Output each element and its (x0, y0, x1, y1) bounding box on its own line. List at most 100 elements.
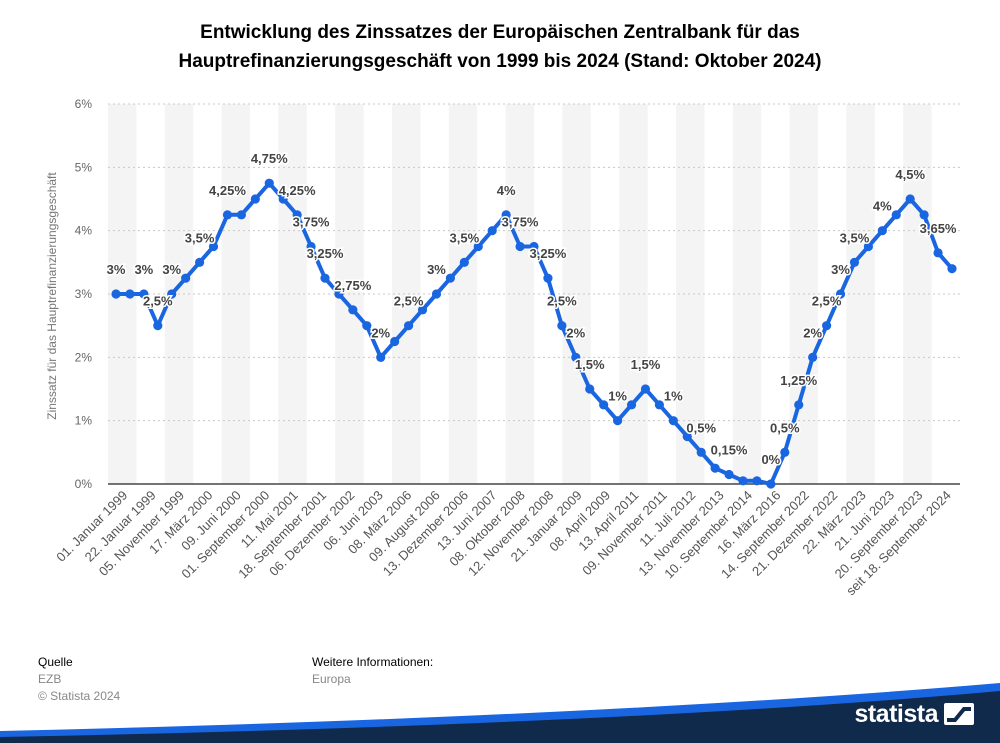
statista-logo[interactable]: statista (854, 699, 974, 728)
data-label: 3% (162, 262, 181, 277)
y-tick-label: 3% (75, 287, 93, 301)
data-label: 1,5% (575, 357, 605, 372)
data-point (236, 210, 246, 220)
data-point (222, 210, 233, 220)
data-point (780, 447, 790, 457)
data-point (417, 305, 428, 315)
data-point (654, 400, 665, 410)
data-point (306, 241, 316, 252)
data-point (459, 257, 469, 267)
y-axis-label: Zinssatz für das Hauptrefinanzierungsges… (45, 172, 59, 420)
data-label: 3,75% (502, 215, 539, 230)
data-label: 2,5% (394, 294, 424, 309)
grid-lines (108, 103, 960, 485)
chart-title-line-2: Hauptrefinanzierungsgeschäft von 1999 bi… (178, 51, 822, 72)
data-point (264, 178, 274, 188)
data-point (947, 264, 957, 274)
source-block: Quelle EZB © Statista 2024 (38, 654, 120, 705)
info-block: Weitere Informationen: Europa (312, 654, 433, 688)
data-point (696, 447, 706, 457)
data-point (181, 273, 191, 283)
data-label: 1% (664, 389, 683, 404)
data-point (877, 226, 887, 236)
data-point (501, 210, 511, 220)
data-point (794, 400, 804, 410)
data-point (376, 352, 386, 362)
data-point (835, 289, 846, 299)
data-point (599, 400, 609, 410)
data-label: 2% (371, 325, 390, 340)
data-label: 3,75% (293, 215, 330, 230)
data-label: 3% (427, 262, 446, 277)
data-point (111, 289, 121, 299)
data-point (724, 469, 734, 480)
data-label: 4,75% (251, 151, 288, 166)
y-tick-label: 4% (75, 224, 93, 238)
data-label: 3,25% (307, 246, 344, 261)
data-point (682, 431, 692, 442)
data-point (529, 241, 539, 252)
data-point (752, 476, 762, 486)
data-label: 2,5% (812, 294, 842, 309)
data-label: 1,5% (631, 357, 661, 372)
data-point (195, 257, 205, 267)
data-label: 2% (803, 325, 822, 340)
data-point (905, 194, 915, 204)
series-interest-rate (111, 178, 957, 489)
data-point (208, 241, 219, 252)
data-point (167, 289, 177, 299)
data-point (710, 463, 720, 473)
info-value[interactable]: Europa (312, 672, 351, 686)
statista-logo-icon (944, 703, 974, 725)
data-label: 4,25% (209, 183, 246, 198)
data-point (822, 321, 832, 331)
data-point (849, 257, 860, 267)
data-label: 3,65% (920, 221, 957, 236)
y-tick-label: 0% (75, 477, 93, 491)
data-labels: 3% 3% 2,5% 3% 3,5% 4,25% 4,75% 4,25% 3,75% 3,25% 2… (105, 150, 958, 469)
data-point (348, 305, 358, 315)
data-label: 3% (134, 262, 153, 277)
data-point (640, 384, 651, 394)
y-tick-label: 6% (75, 97, 93, 111)
statista-wordmark: statista (854, 699, 938, 728)
y-tick-label: 2% (75, 350, 93, 364)
data-point (613, 416, 623, 426)
data-label: 3% (831, 262, 850, 277)
data-point (362, 321, 372, 331)
data-point (250, 194, 260, 204)
data-point (334, 289, 344, 299)
source-heading: Quelle (38, 655, 73, 669)
data-point (919, 210, 929, 220)
source-value: EZB (38, 672, 62, 686)
data-label: 4% (497, 183, 516, 198)
data-point (153, 321, 163, 331)
y-tick-label: 1% (75, 414, 93, 428)
data-point (390, 336, 400, 347)
y-axis-tick-labels: 0% 1% 2% 3% 4% 5% 6% (75, 97, 93, 491)
brand-bar (0, 683, 1000, 743)
data-point (668, 416, 678, 426)
data-label: 0,15% (711, 443, 748, 458)
data-label: 2,5% (547, 294, 577, 309)
data-point (863, 241, 874, 252)
data-label: 4,25% (279, 183, 316, 198)
data-label: 3% (107, 262, 126, 277)
data-point (473, 241, 483, 252)
data-point (292, 210, 302, 220)
info-heading: Weitere Informationen: (312, 655, 434, 669)
data-label: 1% (608, 389, 627, 404)
background-band (392, 104, 421, 484)
background-band (221, 104, 250, 484)
background-band (562, 104, 591, 484)
data-point (766, 479, 776, 489)
data-point (515, 241, 525, 252)
chart-title: Entwicklung des Zinssatzes der Europäisc… (0, 18, 1000, 76)
background-band (903, 104, 932, 484)
data-label: 0% (761, 452, 780, 467)
data-point (278, 194, 288, 204)
data-label: 0,5% (770, 420, 800, 435)
data-point (139, 289, 149, 299)
